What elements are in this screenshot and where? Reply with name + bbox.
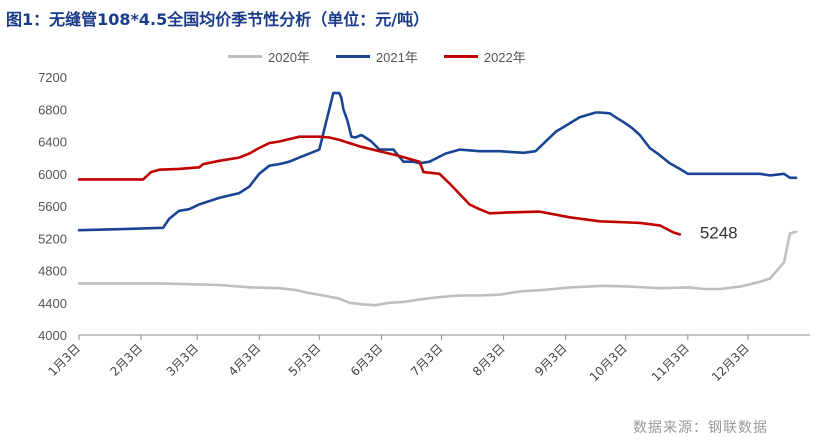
legend-swatch-2021 [335,55,370,58]
y-tick-label: 6000 [38,167,67,182]
y-tick-label: 5200 [38,231,67,246]
x-tick-label: 1月3日 [45,341,83,379]
x-tick-label: 11月3日 [649,341,692,384]
y-tick-label: 4800 [38,264,67,279]
x-tick-label: 8月3日 [470,341,508,379]
legend-item-2020: 2020年 [228,47,310,66]
series-line-2022 [77,135,682,236]
legend-swatch-2022 [443,55,478,58]
legend-item-2022: 2022年 [443,47,526,66]
series-line-2020 [77,230,798,307]
x-tick-label: 2月3日 [108,341,146,379]
y-tick-label: 6400 [38,135,67,150]
data-source: 数据来源：钢联数据 [633,420,768,436]
x-tick-label: 4月3日 [226,341,264,379]
x-tick-label: 12月3日 [709,341,752,384]
x-tick-label: 7月3日 [408,341,446,379]
legend-label-2020: 2020年 [268,50,310,65]
legend-label-2021: 2021年 [375,50,418,65]
legend: 2020年 2021年 2022年 [228,47,526,66]
y-tick-label: 5600 [38,199,67,214]
x-tick-label: 9月3日 [532,341,570,379]
x-tick-label: 10月3日 [587,341,630,384]
legend-item-2021: 2021年 [335,47,418,66]
chart-title: 图1：无缝管108*4.5全国均价季节性分析（单位：元/吨） [6,10,430,29]
legend-label-2022: 2022年 [483,50,526,65]
x-tick-label: 6月3日 [348,341,386,379]
y-tick-label: 4400 [38,296,67,311]
x-tick-label: 5月3日 [286,341,324,379]
x-tick-label: 3月3日 [164,341,202,379]
y-tick-label: 7200 [38,70,67,85]
y-tick-label: 4000 [38,328,67,343]
y-tick-label: 6800 [38,102,67,117]
series-line-2021 [77,91,798,232]
legend-swatch-2020 [228,55,262,58]
data-label-last-2022: 5248 [700,223,738,242]
